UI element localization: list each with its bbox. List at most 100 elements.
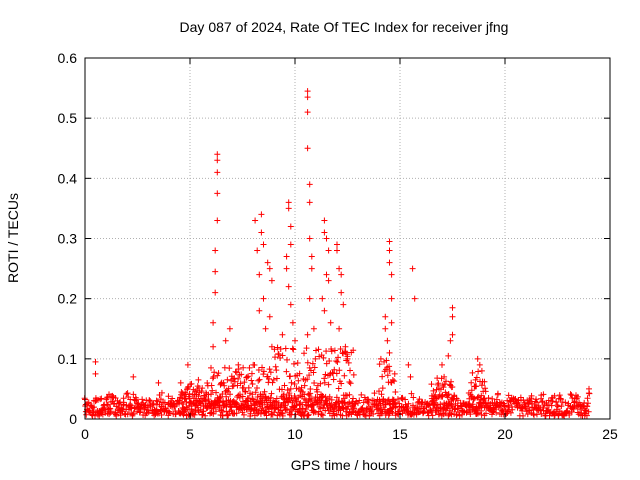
data-point <box>214 372 221 379</box>
data-point <box>382 325 389 332</box>
data-point <box>254 394 261 401</box>
data-point <box>384 337 391 344</box>
data-point <box>305 411 312 418</box>
data-point <box>378 391 385 398</box>
y-tick-label: 0 <box>69 411 77 427</box>
data-point <box>482 388 489 395</box>
data-point <box>407 373 414 380</box>
data-point <box>359 404 366 411</box>
data-point <box>235 375 242 382</box>
data-point <box>327 403 334 410</box>
data-point <box>191 411 198 418</box>
data-point <box>248 377 255 384</box>
data-point <box>296 370 303 377</box>
data-point <box>377 355 384 362</box>
data-point <box>233 401 240 408</box>
data-point <box>340 392 347 399</box>
data-point <box>267 369 274 376</box>
data-point <box>281 382 288 389</box>
data-point <box>268 343 275 350</box>
data-point <box>104 410 111 417</box>
data-point <box>574 393 581 400</box>
data-point <box>429 397 436 404</box>
data-point <box>317 380 324 387</box>
data-point <box>124 390 131 397</box>
data-point <box>285 283 292 290</box>
data-point <box>445 352 452 359</box>
data-point <box>530 412 537 419</box>
data-point <box>551 392 558 399</box>
data-point <box>172 411 179 418</box>
data-point <box>231 378 238 385</box>
data-point <box>493 396 500 403</box>
data-point <box>273 367 280 374</box>
data-point <box>241 379 248 386</box>
data-point <box>208 364 214 371</box>
data-point <box>262 325 269 332</box>
data-point <box>129 411 136 418</box>
data-point <box>304 109 311 116</box>
data-point <box>259 397 266 404</box>
data-point <box>227 397 234 404</box>
data-point <box>275 351 282 358</box>
data-point <box>199 385 206 392</box>
data-point <box>204 379 211 386</box>
x-tick-label: 25 <box>602 426 618 442</box>
x-tick-label: 15 <box>392 426 408 442</box>
data-point <box>222 337 229 344</box>
data-point <box>474 409 481 416</box>
data-point <box>214 151 221 158</box>
data-point <box>328 348 335 355</box>
data-point <box>520 412 527 419</box>
data-point <box>285 399 292 406</box>
data-point <box>341 372 348 379</box>
data-point <box>405 400 412 407</box>
data-point <box>237 405 244 412</box>
data-point <box>472 376 479 383</box>
data-point <box>225 385 232 392</box>
data-point <box>318 411 325 418</box>
data-point <box>436 392 443 399</box>
data-point <box>192 397 199 404</box>
data-point <box>374 404 381 411</box>
data-point <box>293 385 300 392</box>
data-point <box>391 378 398 385</box>
data-point <box>151 412 158 419</box>
data-point <box>533 399 540 406</box>
data-point <box>214 217 221 224</box>
data-point <box>219 391 226 398</box>
data-point <box>509 406 516 413</box>
data-point <box>92 358 99 365</box>
data-point <box>336 367 343 374</box>
data-point <box>284 356 291 363</box>
data-point <box>386 367 393 374</box>
data-point <box>439 392 446 399</box>
data-point <box>233 369 240 376</box>
data-point <box>180 401 187 408</box>
data-point <box>226 365 233 372</box>
data-point <box>252 389 259 396</box>
data-point <box>127 396 134 403</box>
data-point <box>478 382 485 389</box>
data-point <box>290 360 297 367</box>
data-point <box>242 388 249 395</box>
data-point <box>169 395 176 402</box>
data-point <box>207 403 214 410</box>
data-point <box>240 384 247 391</box>
data-point <box>331 347 338 354</box>
data-point <box>279 412 286 419</box>
data-point <box>306 364 313 371</box>
data-point <box>92 370 99 377</box>
data-point <box>273 395 280 402</box>
data-point <box>311 364 318 371</box>
data-point <box>118 405 125 412</box>
data-point <box>283 265 290 272</box>
data-point <box>558 403 565 410</box>
data-point <box>268 277 275 284</box>
data-point <box>313 347 319 354</box>
data-point <box>223 393 230 400</box>
data-point <box>333 358 340 365</box>
data-point <box>441 400 448 407</box>
data-points <box>81 88 593 419</box>
data-point <box>237 380 244 387</box>
